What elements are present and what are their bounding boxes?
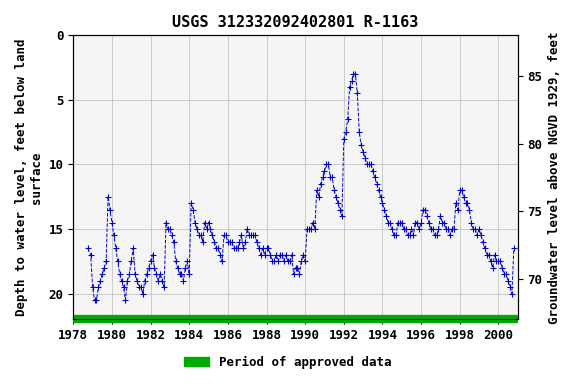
Legend: Period of approved data: Period of approved data	[179, 351, 397, 374]
Y-axis label: Groundwater level above NGVD 1929, feet: Groundwater level above NGVD 1929, feet	[548, 31, 561, 324]
Title: USGS 312332092402801 R-1163: USGS 312332092402801 R-1163	[172, 15, 419, 30]
Y-axis label: Depth to water level, feet below land
surface: Depth to water level, feet below land su…	[15, 39, 43, 316]
